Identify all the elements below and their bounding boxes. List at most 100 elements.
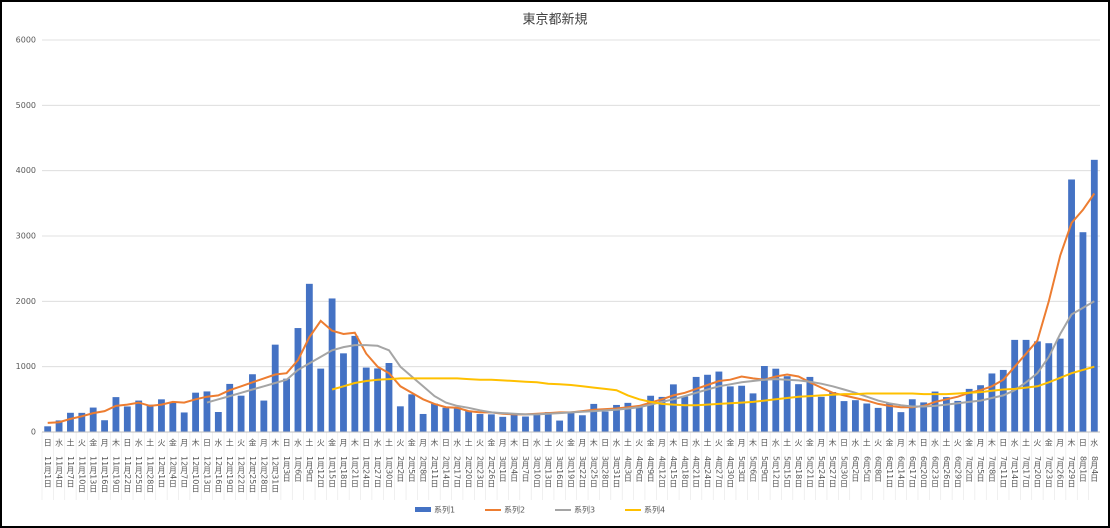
x-tick-label: 12月10日	[191, 456, 200, 493]
y-tick-label: 6000	[16, 36, 36, 45]
bar	[226, 383, 234, 432]
x-weekday-label: 火	[795, 439, 803, 448]
x-weekday-label: 金	[169, 438, 177, 448]
x-weekday-label: 日	[123, 439, 131, 448]
bar	[510, 413, 518, 432]
bar	[635, 405, 643, 432]
bar	[749, 393, 757, 432]
x-tick-label: 2月17日	[453, 456, 462, 488]
x-weekday-label: 土	[385, 438, 393, 448]
x-tick-label: 5月24日	[817, 456, 826, 488]
bar	[829, 392, 837, 432]
x-weekday-label: 土	[783, 438, 791, 448]
x-weekday-label: 水	[135, 438, 143, 448]
bar	[772, 368, 780, 432]
x-tick-label: 3月31日	[612, 456, 621, 488]
bar	[249, 374, 256, 432]
bar	[908, 399, 916, 432]
x-tick-label: 7月2日	[965, 456, 974, 483]
bar	[613, 404, 620, 432]
x-tick-label: 7月11日	[999, 456, 1008, 488]
x-weekday-label: 火	[78, 439, 86, 448]
x-weekday-label: 日	[203, 439, 211, 448]
x-tick-label: 4月9日	[646, 456, 655, 483]
x-tick-label: 5月12日	[771, 456, 780, 488]
x-tick-label: 5月30日	[840, 456, 849, 488]
legend-label: 系列2	[504, 505, 525, 515]
x-weekday-label: 金	[647, 438, 655, 448]
x-tick-label: 3月16日	[555, 456, 564, 488]
x-tick-label: 3月7日	[521, 456, 530, 483]
bar	[146, 404, 154, 432]
x-weekday-label: 水	[1011, 438, 1019, 448]
x-weekday-label: 木	[351, 438, 359, 448]
x-tick-label: 7月23日	[1044, 456, 1053, 488]
x-tick-label: 1月21日	[350, 456, 359, 488]
bar	[112, 397, 120, 432]
bar	[476, 414, 484, 432]
x-tick-label: 4月24日	[703, 456, 712, 488]
legend-label: 系列1	[434, 505, 455, 515]
x-tick-label: 12月16日	[214, 456, 223, 493]
x-tick-label: 2月14日	[441, 456, 450, 488]
x-weekday-label: 水	[294, 438, 302, 448]
bar	[203, 391, 211, 432]
x-tick-label: 8月1日	[1078, 456, 1087, 483]
x-weekday-label: 金	[328, 438, 336, 448]
bar	[214, 412, 222, 432]
x-weekday-label: 月	[578, 439, 586, 448]
x-weekday-label: 火	[556, 439, 564, 448]
x-tick-label: 12月28日	[259, 456, 268, 493]
x-tick-label: 1月24日	[362, 456, 371, 488]
x-tick-label: 1月27日	[373, 456, 382, 488]
x-tick-label: 11月25日	[134, 456, 143, 493]
bar	[954, 400, 962, 432]
bar	[180, 412, 188, 432]
bar	[442, 407, 450, 432]
x-tick-label: 12月19日	[225, 456, 234, 493]
x-tick-label: 3月10日	[532, 456, 541, 488]
x-tick-label: 4月3日	[623, 456, 632, 483]
x-tick-label: 7月20日	[1033, 456, 1042, 488]
x-weekday-label: 水	[214, 438, 222, 448]
x-tick-label: 12月7日	[180, 456, 189, 488]
bar	[601, 411, 609, 432]
x-tick-label: 4月18日	[680, 456, 689, 488]
x-weekday-label: 水	[613, 438, 621, 448]
x-weekday-label: 火	[635, 439, 643, 448]
bar	[67, 412, 74, 432]
x-tick-label: 4月15日	[669, 456, 678, 488]
x-tick-label: 3月4日	[510, 456, 519, 483]
x-tick-label: 4月21日	[692, 456, 701, 488]
x-weekday-label: 火	[317, 439, 325, 448]
x-weekday-label: 木	[988, 438, 996, 448]
bar	[715, 371, 723, 432]
x-tick-label: 2月20日	[464, 456, 473, 488]
bar	[681, 396, 689, 432]
x-weekday-label: 水	[931, 438, 939, 448]
x-tick-label: 6月17日	[908, 456, 917, 488]
x-weekday-label: 日	[442, 439, 450, 448]
x-tick-label: 6月20日	[919, 456, 928, 488]
x-tick-label: 4月6日	[635, 456, 644, 483]
x-weekday-label: 月	[499, 439, 507, 448]
x-tick-label: 12月1日	[157, 456, 166, 488]
x-tick-label: 12月13日	[202, 456, 211, 493]
x-tick-label: 5月27日	[828, 456, 837, 488]
bar	[408, 394, 416, 432]
x-weekday-label: 土	[704, 438, 712, 448]
bar	[192, 392, 199, 432]
x-weekday-label: 水	[374, 438, 382, 448]
bar	[760, 366, 768, 432]
chart-title: 東京都新規	[522, 12, 587, 28]
bar	[101, 420, 108, 432]
x-tick-label: 2月26日	[487, 456, 496, 488]
x-tick-label: 6月8日	[874, 456, 883, 483]
x-weekday-label: 日	[283, 439, 291, 448]
bar	[1079, 232, 1087, 432]
x-weekday-label: 水	[533, 438, 541, 448]
bar	[317, 368, 325, 432]
y-tick-label: 4000	[16, 166, 36, 175]
x-tick-label: 3月1日	[498, 456, 507, 483]
